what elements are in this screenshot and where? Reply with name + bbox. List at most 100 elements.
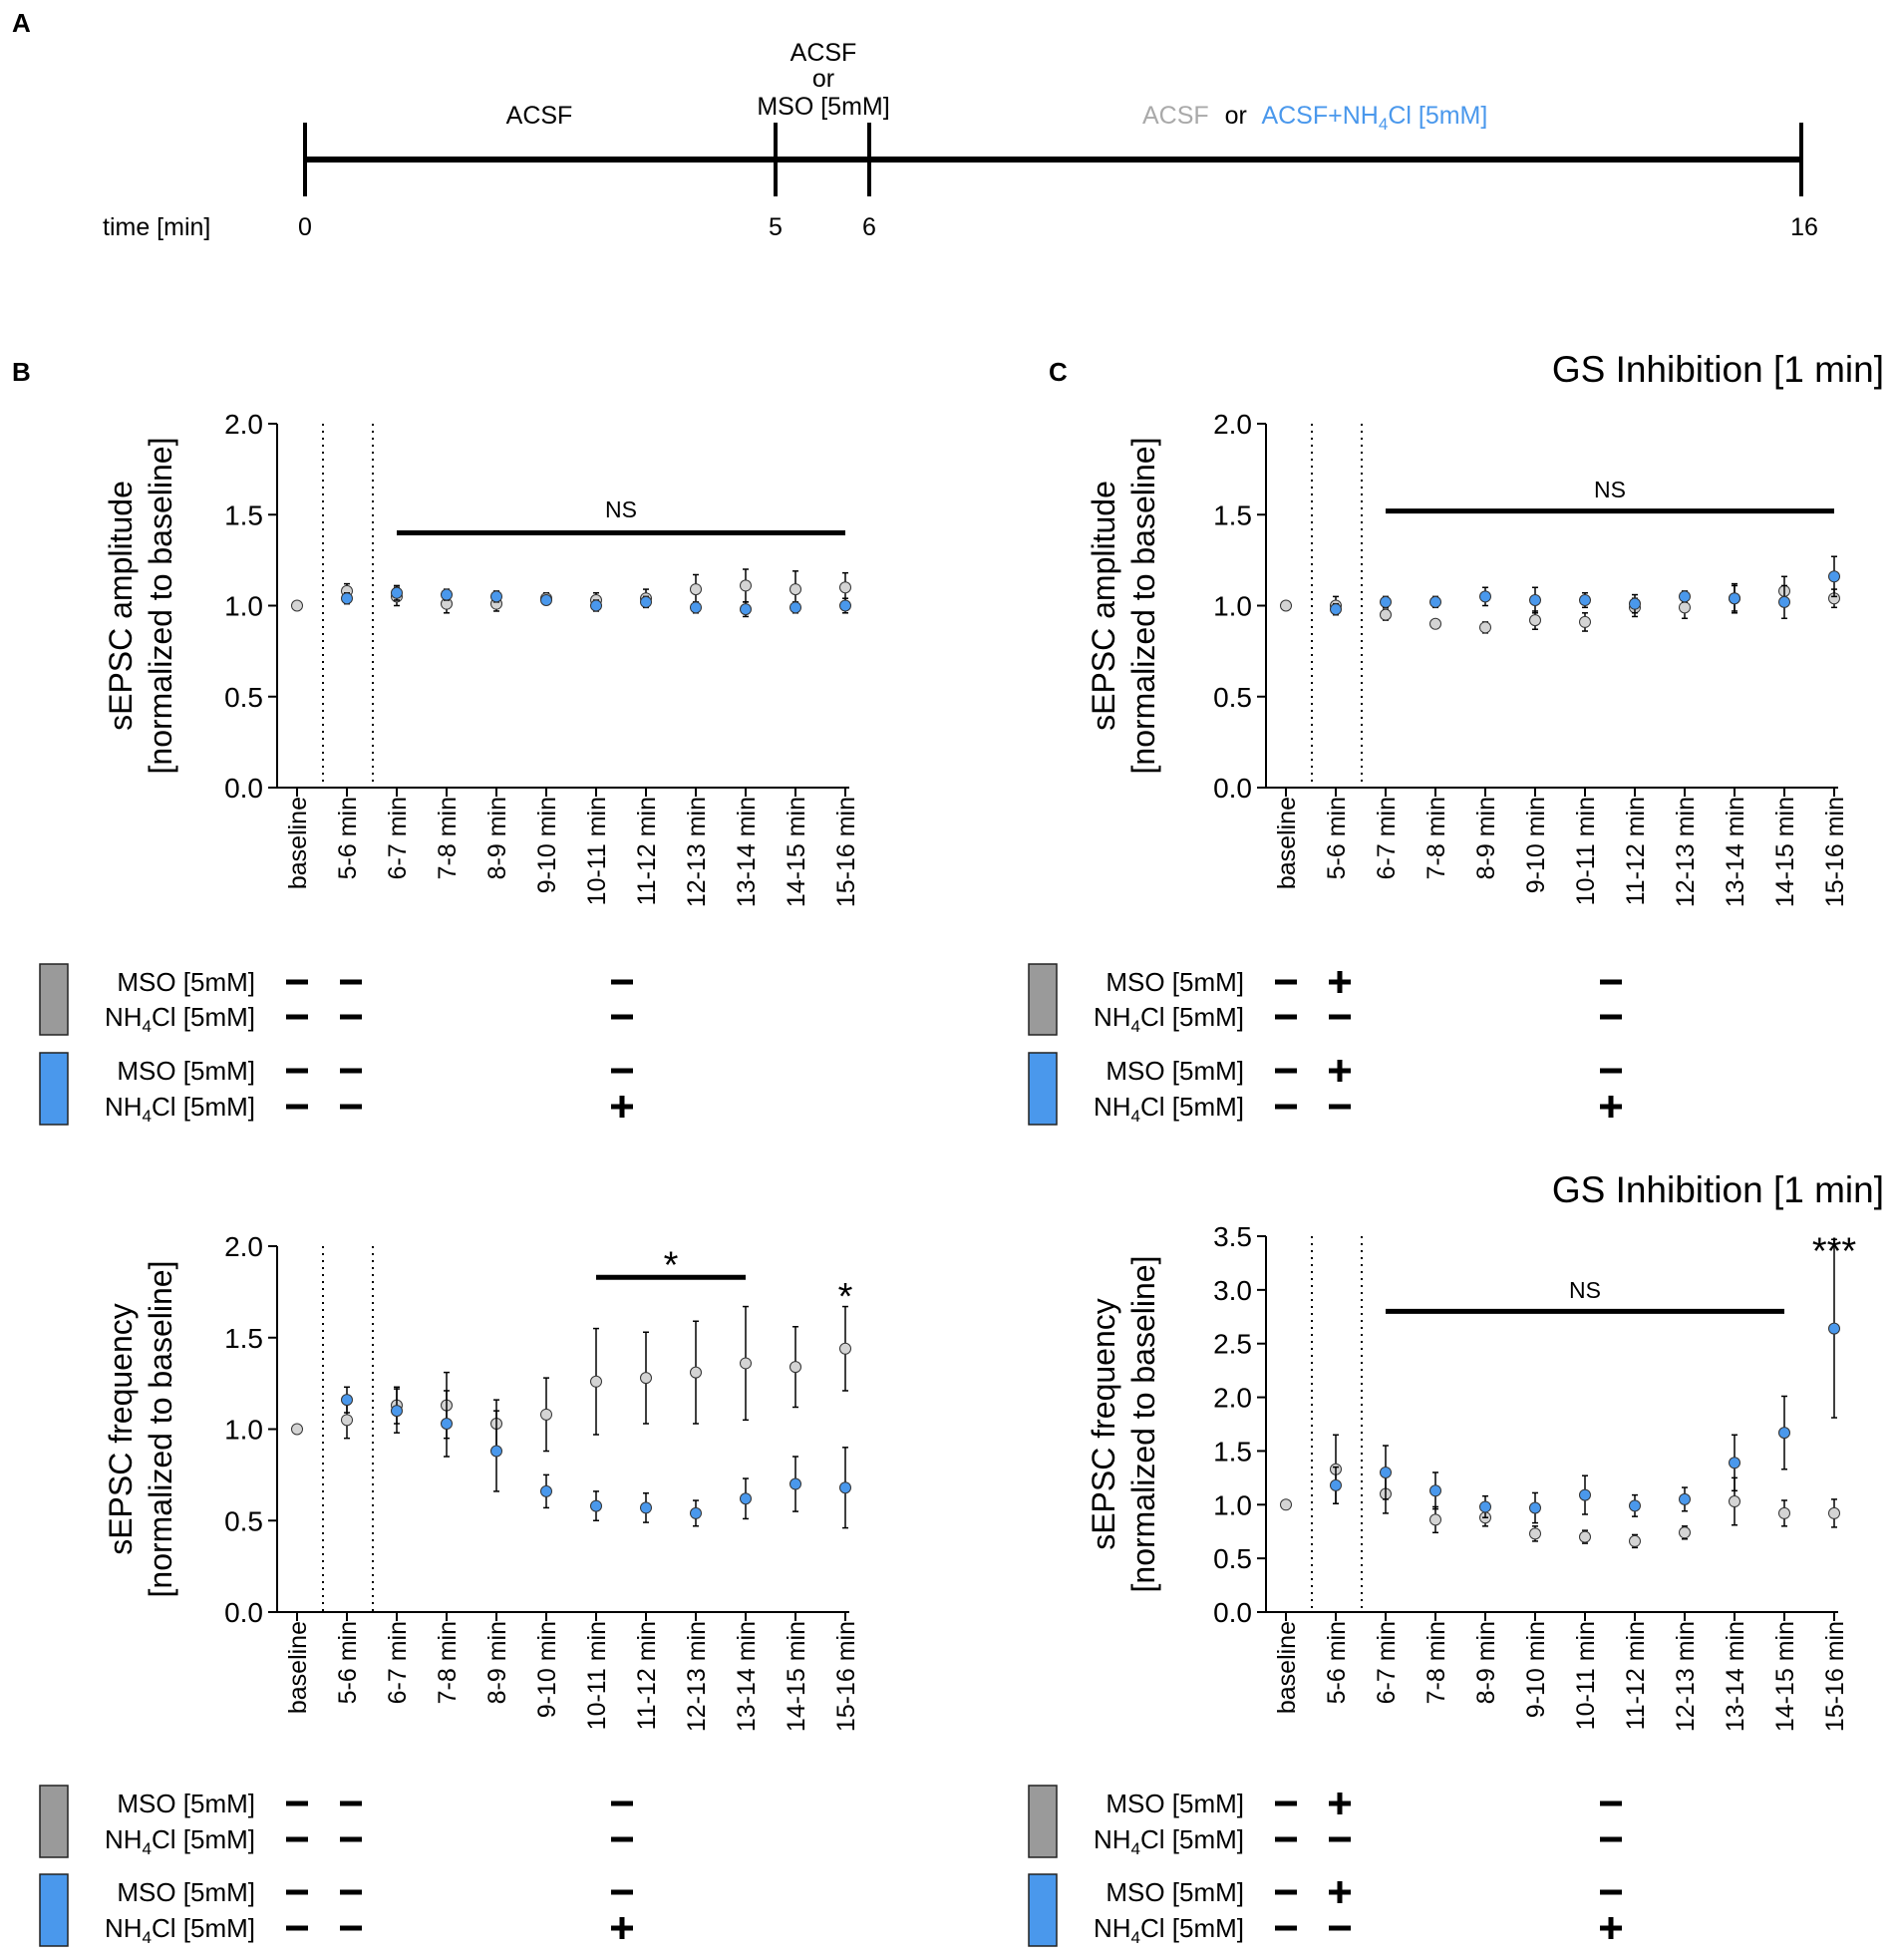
data-point-acsf	[1280, 1498, 1292, 1511]
legend-swatch-gray	[39, 963, 69, 1036]
x-tick-label: 6-7 min	[1373, 1621, 1401, 1704]
panel-letter-a: A	[12, 8, 31, 38]
x-tick-label: 8-9 min	[483, 1621, 511, 1704]
x-tick-label: 5-6 min	[1323, 797, 1351, 879]
data-point-nh4cl	[790, 1477, 801, 1490]
x-tick-label: 12-13 min	[1672, 797, 1700, 907]
chart-b-frequency: 0.0 0.5 1.0 1.5 2.0 baseline 5-6 min 6-7 min 7-8…	[103, 1231, 860, 1732]
data-point-acsf	[1679, 601, 1691, 614]
y-tick-label: 2.0	[224, 1231, 263, 1262]
data-point-acsf	[839, 1342, 851, 1355]
data-point-nh4cl	[1330, 603, 1342, 616]
panel-a: A time [min] 0 5 6 16 ACSF ACSF or MSO […	[12, 8, 1818, 241]
data-point-acsf	[1529, 1527, 1541, 1540]
x-tick-label: 15-16 min	[1821, 797, 1849, 907]
x-tick-label: 14-15 min	[783, 797, 810, 907]
data-point-acsf	[590, 1375, 602, 1388]
significance-label: NS	[605, 496, 637, 522]
y-axis-label: [normalized to baseline]	[1125, 438, 1161, 775]
x-tick-label: 5-6 min	[334, 797, 362, 879]
legend-swatch-blue	[1028, 1873, 1058, 1947]
timeline-time-label: time [min]	[103, 213, 210, 241]
x-tick-label: 12-13 min	[683, 797, 711, 907]
x-tick-label: baseline	[1273, 1621, 1301, 1714]
panel-d-title: GS Inhibition [1 min]	[1552, 1169, 1884, 1210]
x-tick-label: 13-14 min	[1722, 1621, 1749, 1732]
y-axis-label: sEPSC amplitude	[103, 481, 139, 731]
legend-swatch-gray	[39, 1785, 69, 1858]
data-point-nh4cl	[391, 586, 403, 599]
x-tick-label: 8-9 min	[1472, 1621, 1500, 1704]
y-axis-label: [normalized to baseline]	[1125, 1256, 1161, 1593]
data-point-acsf	[291, 1423, 303, 1436]
y-tick-label: 1.0	[1213, 1489, 1252, 1520]
x-tick-label: 13-14 min	[733, 797, 761, 907]
x-tick-label: 7-8 min	[434, 1621, 462, 1704]
x-tick-label: 9-10 min	[533, 797, 561, 893]
legend-swatch-gray	[1028, 1785, 1058, 1858]
y-tick-label: 3.0	[1213, 1275, 1252, 1306]
timeline-or: or	[1225, 102, 1247, 130]
chart-b-amplitude: 0.0 0.5 1.0 1.5 2.0 baseline 5-6 min 6-7 min 7-8…	[103, 409, 860, 907]
data-point-nh4cl	[1828, 1322, 1840, 1335]
data-point-nh4cl	[391, 1405, 403, 1418]
data-point-nh4cl	[1380, 1466, 1392, 1478]
significance-label: NS	[1594, 477, 1626, 502]
data-point-acsf	[790, 583, 801, 596]
treatment-label-mso: MSO [5mM]	[117, 1877, 255, 1907]
data-point-nh4cl	[1778, 1427, 1790, 1440]
data-point-nh4cl	[341, 1394, 353, 1407]
data-point-nh4cl	[441, 1417, 453, 1430]
x-tick-label: 10-11 min	[583, 797, 611, 905]
y-tick-label: 1.5	[224, 499, 263, 530]
treatment-table-c-amplitude: MSO [5mM] NH4Cl [5mM] MSO [5mM] NH4Cl [5mM]	[1028, 963, 1622, 1126]
y-tick-label: 0.5	[1213, 682, 1252, 713]
x-tick-label: 11-12 min	[633, 797, 661, 905]
data-point-nh4cl	[640, 1501, 652, 1514]
data-point-nh4cl	[640, 595, 652, 608]
treatment-label-mso: MSO [5mM]	[1105, 1877, 1244, 1907]
data-point-acsf	[1629, 1534, 1641, 1547]
data-point-nh4cl	[341, 592, 353, 605]
data-point-nh4cl	[740, 603, 752, 616]
x-tick-label: 6-7 min	[384, 1621, 412, 1704]
x-tick-label: 9-10 min	[1522, 797, 1550, 893]
data-point-nh4cl	[690, 1506, 702, 1519]
timeline-phase-acsf: ACSF	[506, 102, 573, 130]
legend-swatch-blue	[39, 1873, 69, 1947]
data-point-nh4cl	[540, 1484, 552, 1497]
treatment-label-mso: MSO [5mM]	[1105, 967, 1244, 997]
data-point-acsf	[1479, 621, 1491, 634]
data-point-nh4cl	[1529, 594, 1541, 607]
data-point-acsf	[1579, 615, 1591, 628]
data-point-acsf	[740, 579, 752, 592]
x-tick-label: 7-8 min	[1422, 797, 1450, 879]
panel-letter-b: B	[12, 357, 31, 387]
data-point-acsf	[1429, 1513, 1441, 1526]
data-point-acsf	[839, 581, 851, 594]
y-axis-label: [normalized to baseline]	[143, 438, 178, 775]
data-point-acsf	[790, 1361, 801, 1374]
y-tick-label: 3.5	[1213, 1221, 1252, 1252]
x-tick-label: 8-9 min	[483, 797, 511, 879]
data-point-acsf	[1429, 617, 1441, 630]
significance-label: *	[838, 1276, 853, 1318]
data-point-acsf	[1828, 1506, 1840, 1519]
x-tick-label: 10-11 min	[1572, 797, 1600, 905]
significance-label: NS	[1569, 1277, 1601, 1303]
data-point-nh4cl	[1479, 590, 1491, 603]
data-point-acsf	[640, 1372, 652, 1385]
x-tick-label: 12-13 min	[683, 1621, 711, 1732]
chart-c-frequency: 0.0 0.5 1.0 1.5 2.0 2.5 3.0 3.5 baseline 5-6 min 6…	[1086, 1221, 1856, 1732]
data-point-nh4cl	[490, 590, 502, 603]
data-point-nh4cl	[1729, 1457, 1740, 1470]
data-point-nh4cl	[1778, 595, 1790, 608]
x-tick-label: 14-15 min	[1771, 1621, 1799, 1732]
legend-swatch-blue	[39, 1052, 69, 1126]
y-tick-label: 2.0	[1213, 409, 1252, 440]
timeline-tick-label-16: 16	[1790, 213, 1818, 241]
significance-label: *	[664, 1245, 679, 1287]
legend-swatch-gray	[1028, 963, 1058, 1036]
timeline-acsf-gray: ACSF	[1142, 102, 1209, 130]
data-point-nh4cl	[1679, 590, 1691, 603]
